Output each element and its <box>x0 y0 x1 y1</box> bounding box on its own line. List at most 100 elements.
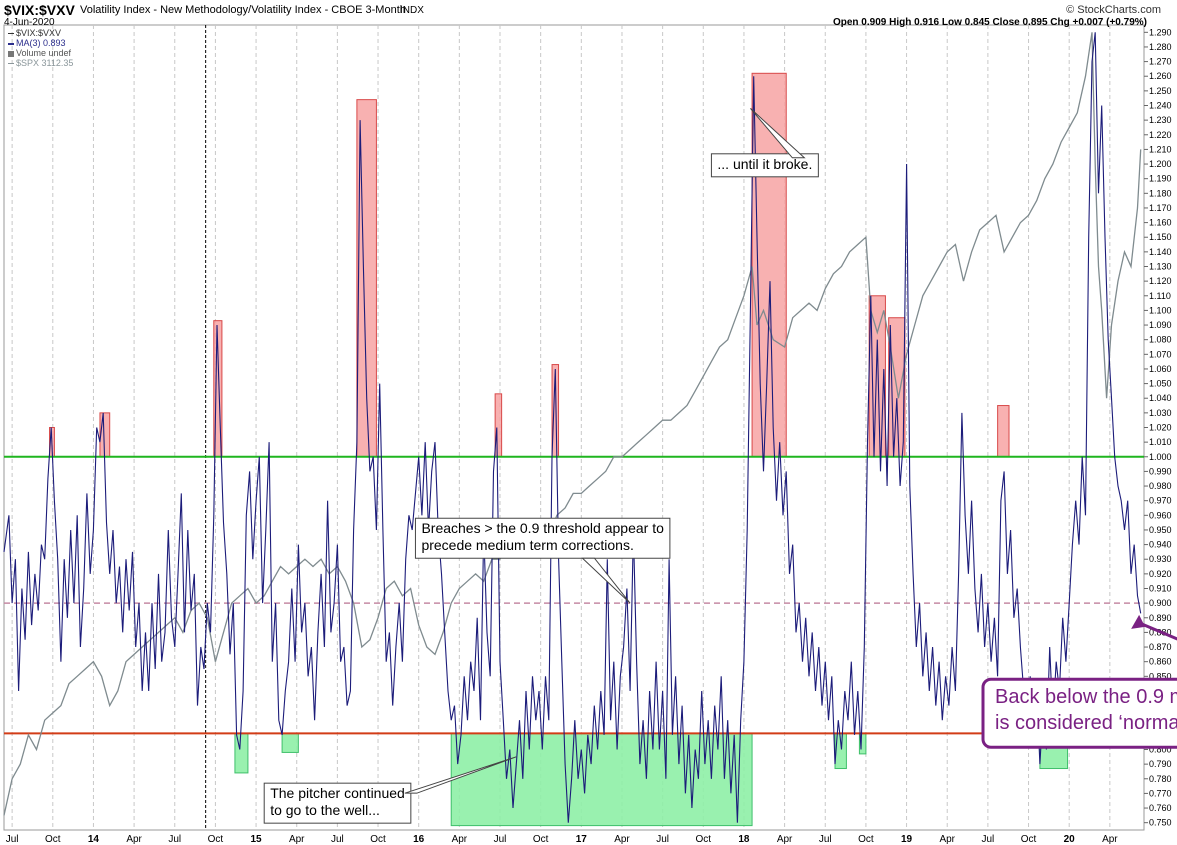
low-box <box>281 732 299 753</box>
watermark: © StockCharts.com <box>1066 4 1161 16</box>
x-tick-label: Apr <box>1102 834 1118 845</box>
y-tick-label: 1.230 <box>1149 115 1172 125</box>
callout-text: Back below the 0.9 mark which <box>995 686 1177 708</box>
callout-until-broke: ... until it broke. <box>710 108 819 178</box>
legend-swatch <box>8 63 14 65</box>
legend: $VIX:$VXV MA(3) 0.893 Volume undef $SPX … <box>8 28 73 68</box>
x-tick-label: Jul <box>168 834 181 845</box>
callout-text: ... until it broke. <box>717 156 812 172</box>
callout-text: to go to the well... <box>270 802 380 818</box>
y-tick-label: 1.250 <box>1149 86 1172 96</box>
x-tick-label: Apr <box>289 834 305 845</box>
y-tick-label: 0.750 <box>1149 818 1172 828</box>
x-tick-label: Jul <box>981 834 994 845</box>
y-tick-label: 1.040 <box>1149 393 1172 403</box>
x-tick-label: Jul <box>6 834 19 845</box>
low-box <box>234 732 249 774</box>
callout-pointer <box>581 557 631 604</box>
callout-breaches: Breaches > the 0.9 threshold appear topr… <box>414 517 671 604</box>
x-tick-label: 18 <box>738 834 750 845</box>
y-tick-label: 1.270 <box>1149 57 1172 67</box>
y-tick-label: 0.970 <box>1149 496 1172 506</box>
x-tick-label: 15 <box>251 834 263 845</box>
y-tick-label: 1.080 <box>1149 335 1172 345</box>
y-tick-label: 1.030 <box>1149 408 1172 418</box>
callout-pointer <box>404 756 517 794</box>
x-tick-label: Oct <box>533 834 549 845</box>
callout-back-below: Back below the 0.9 mark which is consider… <box>981 614 1177 749</box>
spx-series <box>3 32 1142 816</box>
legend-item: $VIX:$VXV <box>8 28 73 38</box>
y-tick-label: 1.240 <box>1149 101 1172 111</box>
y-tick-label: 1.290 <box>1149 27 1172 37</box>
callout-text: is considered ‘normal’ territory. <box>995 712 1177 734</box>
ratio-series <box>3 32 1142 823</box>
y-tick-label: 0.950 <box>1149 525 1172 535</box>
ratio-line <box>3 32 1142 823</box>
y-tick-label: 1.280 <box>1149 42 1172 52</box>
x-tick-label: Oct <box>696 834 712 845</box>
y-tick-label: 0.870 <box>1149 642 1172 652</box>
y-tick-label: 1.090 <box>1149 320 1172 330</box>
y-tick-label: 0.990 <box>1149 466 1172 476</box>
x-tick-label: Oct <box>370 834 386 845</box>
x-tick-label: 20 <box>1064 834 1076 845</box>
x-axis: Jul Oct 14 Apr Jul Oct 15 Apr Jul Oct 16 Apr Jul Oct 1… <box>6 834 1119 845</box>
y-tick-label: 1.160 <box>1149 218 1172 228</box>
spx-line <box>3 32 1142 816</box>
legend-item: Volume undef <box>8 48 73 58</box>
quote-summary: Open 0.909 High 0.916 Low 0.845 Close 0.… <box>832 17 1147 28</box>
callout-text: precede medium term corrections. <box>421 537 633 553</box>
callout-arrowhead <box>1131 614 1146 629</box>
y-tick-label: 1.190 <box>1149 174 1172 184</box>
callout-box <box>414 517 671 559</box>
y-tick-label: 0.850 <box>1149 671 1172 681</box>
x-tick-label: Apr <box>614 834 630 845</box>
x-tick-label: Oct <box>1021 834 1037 845</box>
y-tick-label: 0.890 <box>1149 613 1172 623</box>
legend-label: Volume undef <box>16 48 72 58</box>
legend-label: $SPX 3112.35 <box>16 58 74 68</box>
breach-box <box>494 393 503 458</box>
x-tick-label: Jul <box>656 834 669 845</box>
y-tick-label: 1.130 <box>1149 262 1172 272</box>
y-tick-label: 1.200 <box>1149 159 1172 169</box>
x-tick-label: Apr <box>452 834 468 845</box>
y-tick-label: 0.900 <box>1149 598 1172 608</box>
y-tick-label: 1.100 <box>1149 305 1172 315</box>
y-tick-label: 0.960 <box>1149 510 1172 520</box>
y-tick-label: 0.920 <box>1149 569 1172 579</box>
x-tick-label: Oct <box>208 834 224 845</box>
legend-label: MA(3) 0.893 <box>16 38 66 48</box>
y-tick-label: 0.910 <box>1149 584 1172 594</box>
callout-box <box>981 677 1177 749</box>
y-tick-label: 0.980 <box>1149 481 1172 491</box>
chart-symbol: $VIX:$VXV <box>4 2 75 18</box>
breach-box <box>997 405 1010 458</box>
callout-pointer <box>750 108 806 159</box>
y-tick-label: 1.150 <box>1149 232 1172 242</box>
y-tick-label: 1.180 <box>1149 188 1172 198</box>
legend-label: $VIX:$VXV <box>16 28 62 38</box>
x-tick-label: Oct <box>858 834 874 845</box>
chart-exchange: INDX <box>400 5 424 16</box>
y-tick-label: 0.930 <box>1149 554 1172 564</box>
y-tick-label: 1.050 <box>1149 379 1172 389</box>
y-tick-label: 1.010 <box>1149 437 1172 447</box>
x-tick-label: 19 <box>901 834 913 845</box>
legend-item: MA(3) 0.893 <box>8 38 73 48</box>
x-tick-label: 17 <box>576 834 588 845</box>
y-tick-label: 0.800 <box>1149 745 1172 755</box>
y-tick-label: 1.000 <box>1149 452 1172 462</box>
y-tick-label: 1.110 <box>1149 291 1171 301</box>
legend-swatch <box>8 33 14 35</box>
y-tick-label: 1.210 <box>1149 144 1172 154</box>
callout-text: Breaches > the 0.9 threshold appear to <box>421 520 664 536</box>
callout-arrow <box>1138 621 1177 641</box>
callouts: ... until it broke. Breaches > the 0.9 th… <box>263 108 1177 824</box>
x-tick-label: Apr <box>777 834 793 845</box>
y-tick-label: 0.860 <box>1149 657 1172 667</box>
x-tick-label: Apr <box>126 834 142 845</box>
y-tick-label: 0.770 <box>1149 788 1172 798</box>
